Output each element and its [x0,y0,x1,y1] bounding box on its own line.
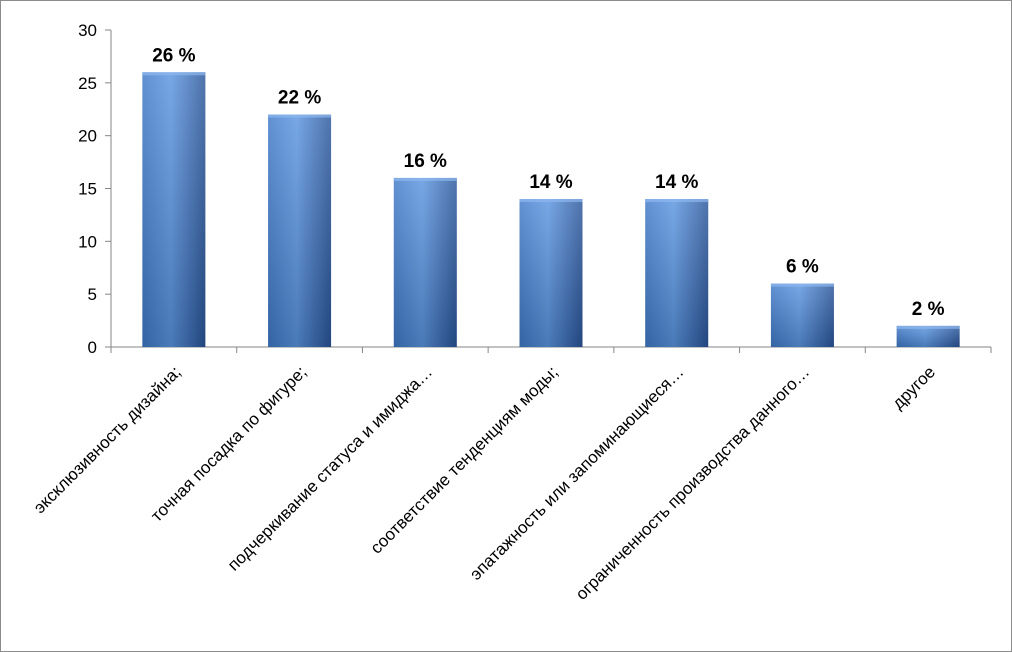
bar-shade [142,72,206,348]
bar-shade [645,199,709,347]
y-tick-label: 15 [78,180,97,199]
data-label: 14 % [655,172,698,193]
category-label: подчеркивание статуса и имиджа… [224,362,436,574]
bar-shade [770,283,834,347]
axes: 0 5 10 15 20 25 30 [78,21,992,357]
bars [142,72,960,348]
bar-shade [268,114,332,348]
y-tick-label: 0 [88,338,97,357]
bar-top-highlight [142,72,206,76]
bar-shade [896,325,960,347]
data-label: 22 % [278,88,321,109]
bar-top-highlight [645,199,709,203]
data-label: 16 % [404,151,447,172]
data-label: 14 % [529,172,572,193]
bar-top-highlight [393,177,457,181]
category-label: эксклюзивность дизайна; [30,362,185,517]
y-tick-label: 10 [78,232,97,251]
bar-top-highlight [268,114,332,118]
category-label: эпатажность или запоминающиеся… [466,362,687,583]
category-label: ограниченность производства данного… [572,362,813,603]
bar-shade [393,177,457,347]
data-label: 2 % [912,299,945,320]
bar-top-highlight [896,325,960,329]
data-label: 6 % [786,257,819,278]
bar-shade [519,199,583,347]
category-label: другое [888,362,939,413]
y-tick-label: 5 [88,285,97,304]
y-tick-label: 25 [78,74,97,93]
y-tick-label: 30 [78,21,97,40]
bar-top-highlight [519,199,583,203]
data-label: 26 % [152,45,195,66]
y-tick-label: 20 [78,127,97,146]
bar-top-highlight [770,283,834,287]
